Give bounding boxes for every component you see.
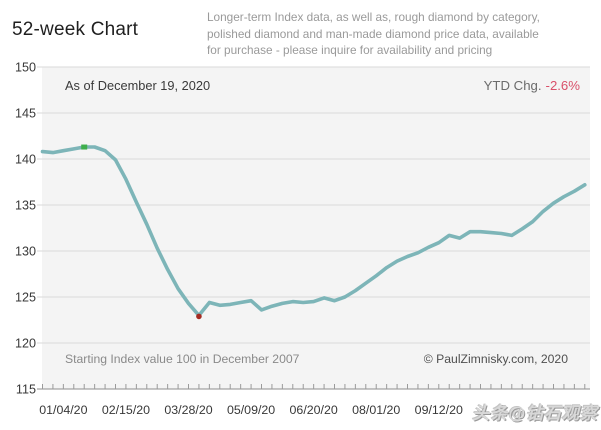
y-tick-label-130: 130 [15, 245, 36, 259]
x-tick-label-05/09/20: 05/09/20 [227, 403, 275, 417]
purchase-info-text: Longer-term Index data, as well as, roug… [207, 9, 597, 59]
y-tick-label-140: 140 [15, 153, 36, 167]
purchase-info-line-2: polished diamond and man-made diamond pr… [207, 26, 539, 41]
toutiao-watermark: 头条@钻石观察 [472, 404, 598, 423]
purchase-info-line-1: Longer-term Index data, as well as, roug… [207, 10, 540, 24]
y-tick-label-145: 145 [15, 107, 36, 121]
copyright-label: © PaulZimnisky.com, 2020 [423, 352, 568, 366]
ytd-change-label: YTD Chg. [483, 78, 542, 93]
x-tick-label-01/04/20: 01/04/20 [39, 403, 87, 417]
page-title: 52-week Chart [12, 19, 139, 40]
x-tick-label-03/28/20: 03/28/20 [164, 403, 212, 417]
y-tick-label-120: 120 [15, 337, 36, 351]
y-tick-label-135: 135 [15, 199, 36, 213]
index-line [40, 145, 587, 318]
purchase-info-line-3: for purchase - please inquire for availa… [207, 43, 493, 57]
x-tick-label-06/20/20: 06/20/20 [290, 403, 338, 417]
plot-background [42, 67, 590, 389]
ytd-change: YTD Chg. -2.6% [484, 78, 580, 93]
x-tick-label-08/01/20: 08/01/20 [352, 403, 400, 417]
x-tick-label-09/12/20: 09/12/20 [415, 403, 463, 417]
y-tick-label-150: 150 [15, 61, 36, 75]
y-tick-label-125: 125 [15, 291, 36, 305]
index-base-footnote: Starting Index value 100 in December 200… [65, 352, 300, 366]
x-tick-label-02/15/20: 02/15/20 [102, 403, 150, 417]
as-of-date-label: As of December 19, 2020 [65, 78, 211, 93]
high-point-marker [81, 144, 88, 150]
y-tick-label-115: 115 [16, 383, 36, 397]
ytd-change-value: -2.6% [545, 78, 580, 93]
low-point-marker [196, 313, 202, 320]
